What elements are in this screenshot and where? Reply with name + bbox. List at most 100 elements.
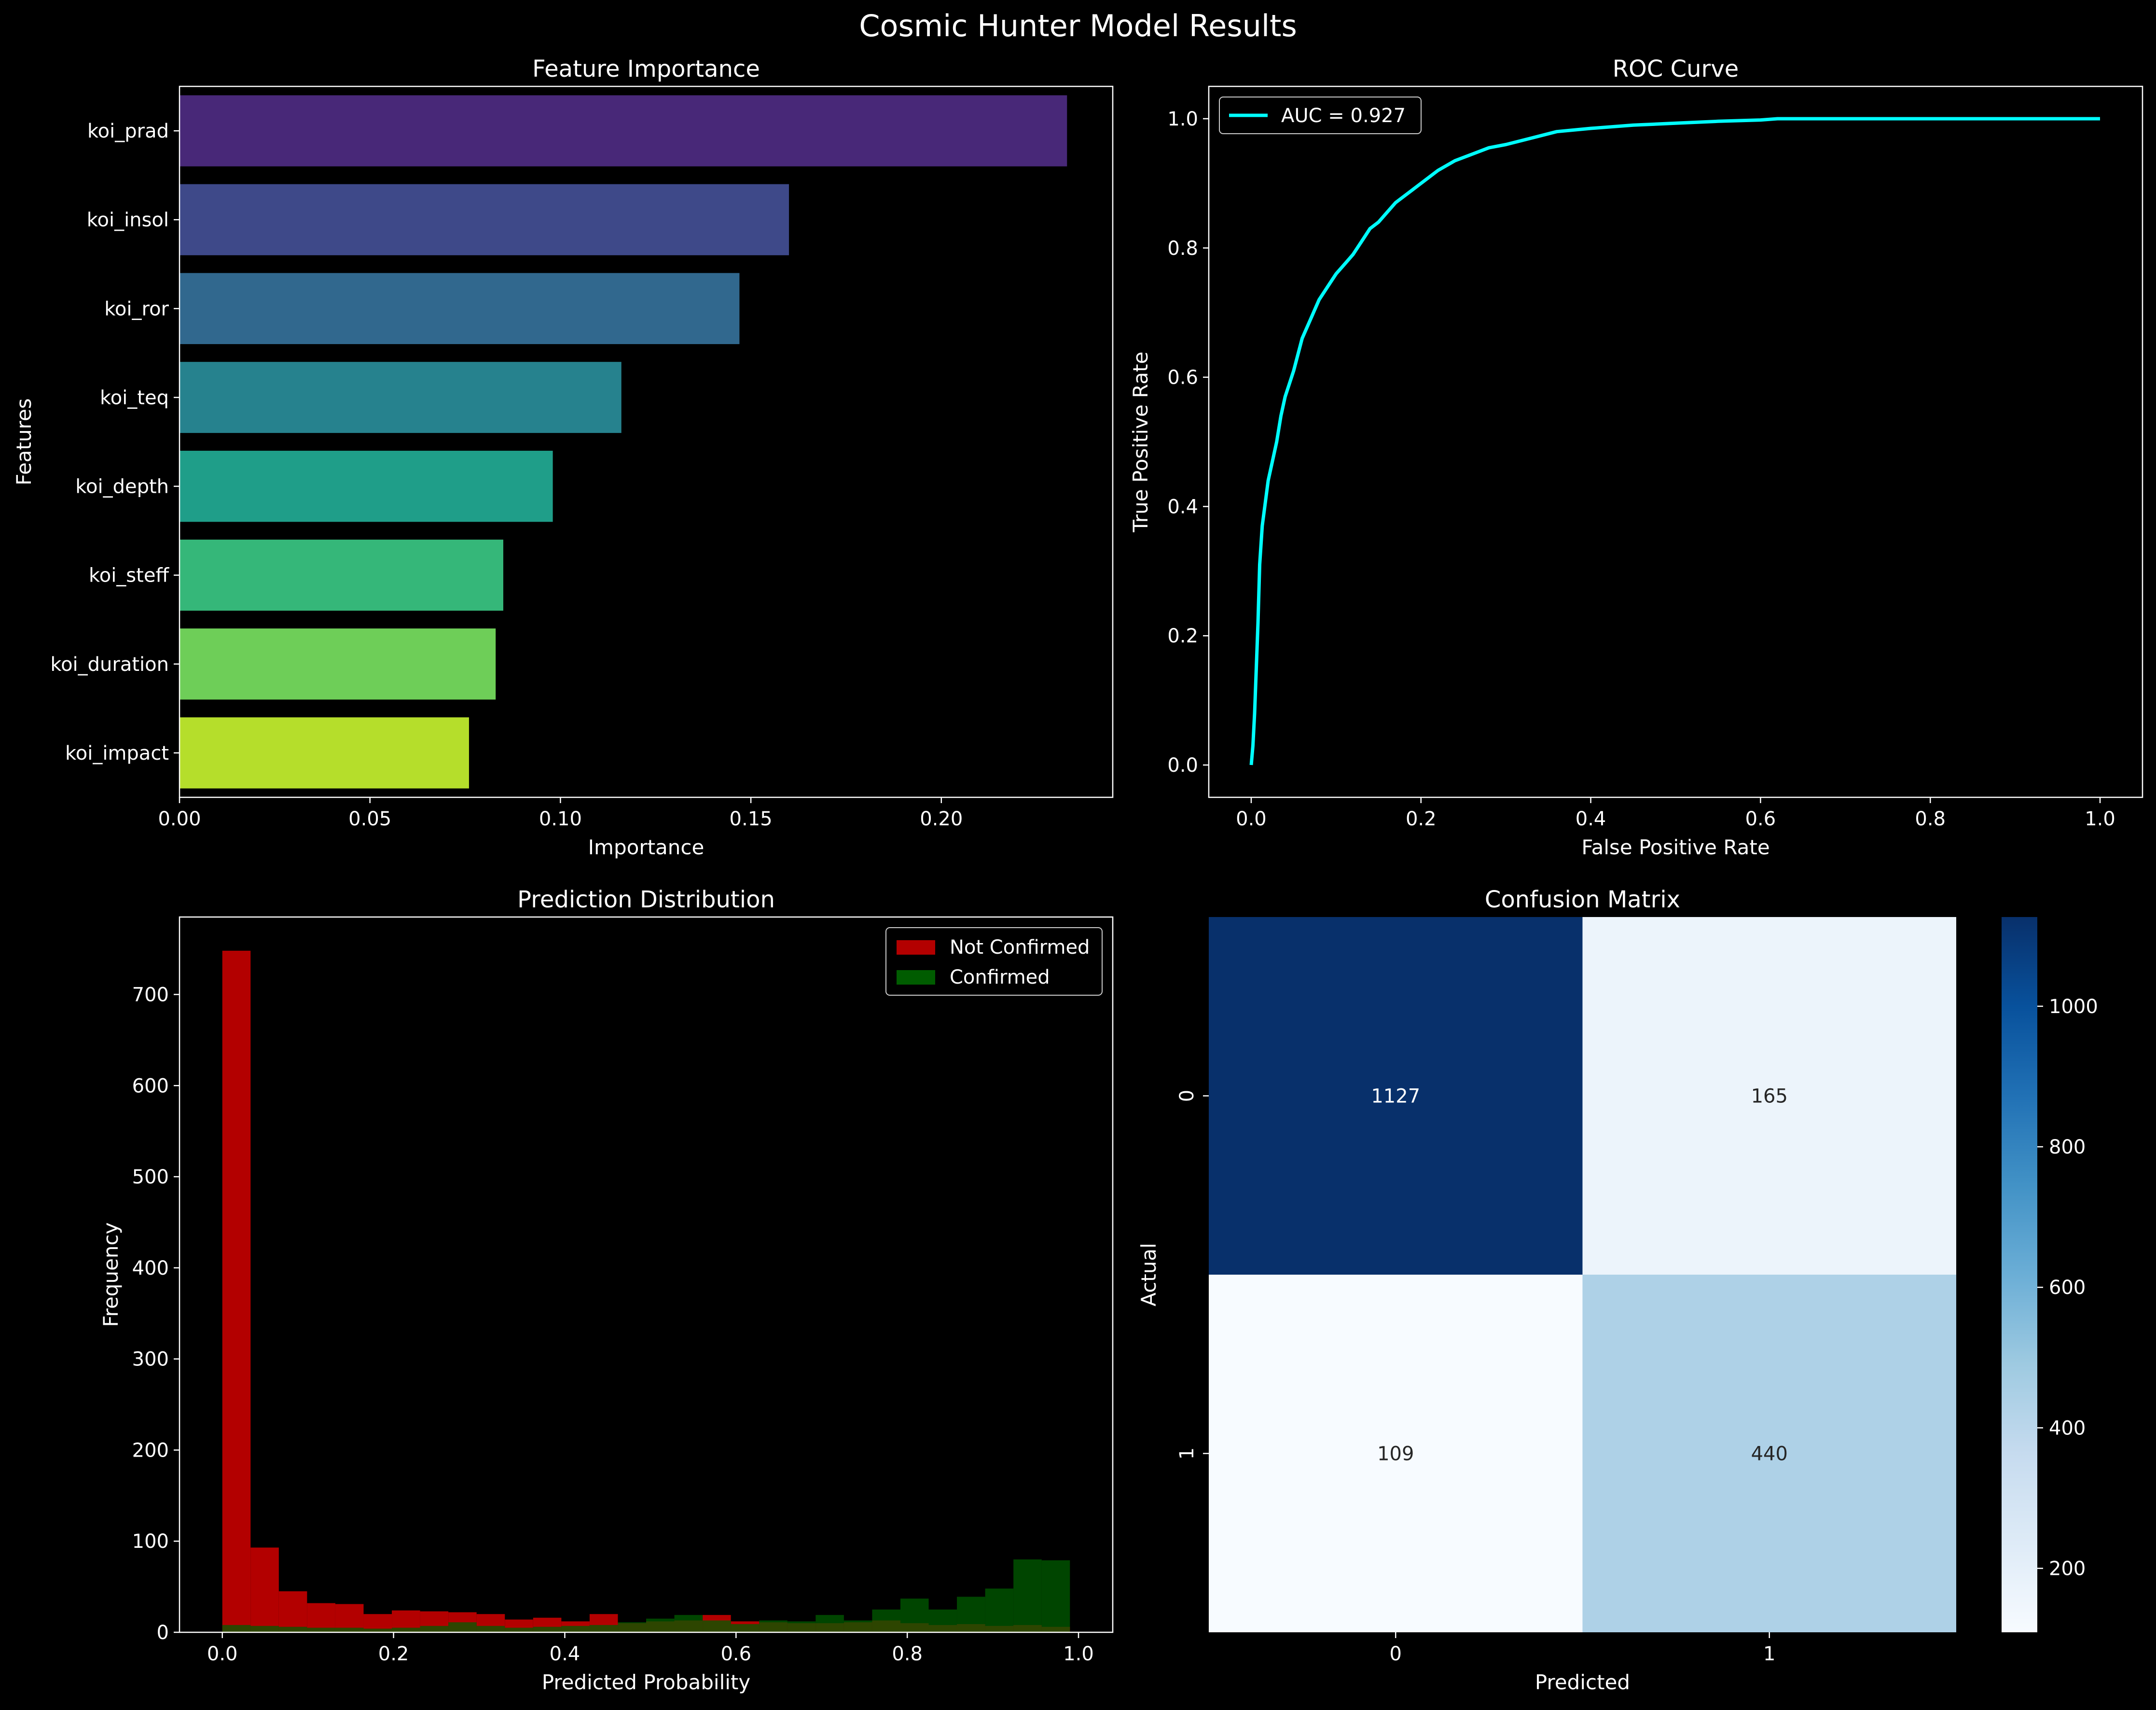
confirmed-bar: [985, 1588, 1014, 1632]
confirmed-bar: [533, 1627, 562, 1632]
roc-x-axis-label: False Positive Rate: [1581, 835, 1769, 859]
confirmed-bar: [505, 1627, 533, 1632]
distribution-legend: Not Confirmed Confirmed: [885, 927, 1103, 996]
confirmed-bar: [420, 1626, 449, 1632]
confirmed-bar: [815, 1615, 844, 1632]
distribution-x-tick-label: 1.0: [1063, 1643, 1094, 1665]
confirmed-bar: [618, 1622, 646, 1632]
figure-title: Cosmic Hunter Model Results: [859, 8, 1297, 43]
confirmed-bar: [335, 1627, 364, 1632]
not-confirmed-bar: [222, 950, 251, 1632]
feature-label: koi_teq: [100, 387, 169, 409]
colorbar-tick-label: 400: [2049, 1417, 2086, 1439]
confusion-matrix-chart: 1127 165 109 440 0 1 0 1 Confusion Matrix Predict…: [1137, 886, 2098, 1694]
feature-label: koi_impact: [65, 742, 169, 765]
distribution-x-tick-label: 0.4: [550, 1643, 580, 1665]
distribution-y-axis-label: Frequency: [99, 1223, 123, 1327]
confirmed-bar: [448, 1622, 477, 1632]
cell-annotation: 1127: [1371, 1085, 1420, 1108]
feature-importance-x-tick-label: 0.00: [158, 808, 201, 830]
feature-importance-x-axis-label: Importance: [588, 835, 705, 859]
importance-bar: [180, 540, 503, 611]
colorbar-tick-label: 200: [2049, 1558, 2086, 1580]
importance-bar: [180, 628, 496, 700]
legend-label: Confirmed: [950, 966, 1050, 988]
feature-label: koi_insol: [87, 209, 169, 231]
distribution-y-tick-label: 200: [132, 1439, 169, 1461]
roc-y-tick-label: 0.6: [1167, 367, 1198, 389]
confirmed-bar: [957, 1597, 985, 1632]
importance-bar: [180, 184, 789, 255]
feature-importance-title: Feature Importance: [532, 56, 760, 83]
confirmed-bar: [476, 1626, 505, 1632]
heatmap-cell: [1582, 1275, 1956, 1632]
feature-importance-x-tick-label: 0.10: [539, 808, 582, 830]
axes-frame: [1208, 85, 2143, 798]
confirmed-bar: [363, 1628, 392, 1632]
feature-label: koi_ror: [104, 298, 169, 320]
roc-x-tick-label: 1.0: [2085, 808, 2115, 830]
confirmed-bar: [646, 1618, 675, 1632]
legend-box: [1219, 97, 1422, 134]
roc-curve-chart: 0.0 0.2 0.4 0.6 0.8 1.0 0.0 0.2 0.4 0.6 0.8 1.0 ROC …: [1129, 56, 2143, 859]
confirmed-bar: [250, 1626, 279, 1632]
roc-x-tick-label: 0.6: [1745, 808, 1776, 830]
roc-legend: AUC = 0.927: [1219, 97, 1422, 134]
confusion-y-axis-label: Actual: [1137, 1243, 1161, 1307]
cell-annotation: 440: [1751, 1443, 1788, 1465]
legend-swatch: [897, 940, 935, 955]
feature-label: koi_prad: [87, 120, 169, 142]
distribution-x-axis-label: Predicted Probability: [542, 1670, 751, 1694]
distribution-y-tick-label: 700: [132, 984, 169, 1006]
legend-label: Not Confirmed: [950, 936, 1090, 959]
colorbar-tick-label: 800: [2049, 1136, 2086, 1158]
confirmed-bar: [843, 1620, 872, 1632]
confirmed-bar: [307, 1627, 335, 1632]
distribution-x-tick-label: 0.6: [720, 1643, 751, 1665]
roc-title: ROC Curve: [1613, 56, 1739, 83]
cell-annotation: 109: [1377, 1443, 1414, 1465]
roc-x-tick-label: 0.4: [1576, 808, 1606, 830]
confusion-x-axis-label: Predicted: [1535, 1670, 1630, 1694]
feature-importance-y-axis-label: Features: [12, 398, 36, 486]
importance-bar: [180, 95, 1067, 167]
heatmap-cell: [1209, 1275, 1583, 1632]
legend-swatch: [897, 970, 935, 985]
legend-box: [885, 927, 1103, 996]
feature-importance-x-tick-label: 0.15: [730, 808, 773, 830]
roc-y-tick-label: 0.2: [1167, 625, 1198, 647]
confirmed-bar: [222, 1625, 251, 1632]
importance-bar: [180, 717, 469, 789]
distribution-y-tick-label: 500: [132, 1166, 169, 1188]
feature-label: koi_duration: [50, 653, 169, 676]
confirmed-bar: [759, 1620, 788, 1632]
distribution-x-tick-label: 0.0: [207, 1643, 238, 1665]
axes-frame: [179, 85, 1114, 798]
confusion-title: Confusion Matrix: [1485, 886, 1680, 913]
confusion-x-tick-label: 1: [1763, 1643, 1775, 1665]
roc-y-tick-label: 0.0: [1167, 754, 1198, 777]
importance-bar: [180, 450, 553, 522]
distribution-y-tick-label: 600: [132, 1075, 169, 1097]
feature-label: koi_depth: [75, 476, 169, 498]
confusion-y-tick-label: 0: [1176, 1090, 1198, 1102]
confirmed-bar: [731, 1624, 760, 1632]
axes-frame: [179, 916, 1114, 1633]
roc-y-tick-label: 1.0: [1167, 108, 1198, 130]
heatmap-cell: [1582, 917, 1956, 1275]
colorbar: [2002, 917, 2037, 1632]
distribution-x-tick-label: 0.8: [892, 1643, 923, 1665]
colorbar-tick-label: 1000: [2049, 996, 2098, 1018]
not-confirmed-bar: [278, 1591, 307, 1632]
roc-y-tick-label: 0.8: [1167, 237, 1198, 260]
confusion-x-tick-label: 0: [1390, 1643, 1402, 1665]
roc-y-axis-label: True Positive Rate: [1129, 351, 1152, 532]
legend-label: AUC = 0.927: [1281, 105, 1406, 127]
confirmed-bar: [900, 1599, 929, 1632]
colorbar-tick-label: 600: [2049, 1277, 2086, 1299]
feature-importance-x-tick-label: 0.05: [348, 808, 391, 830]
heatmap-cell: [1209, 917, 1583, 1275]
confirmed-bar: [1041, 1560, 1070, 1632]
confusion-y-tick-label: 1: [1176, 1447, 1198, 1460]
